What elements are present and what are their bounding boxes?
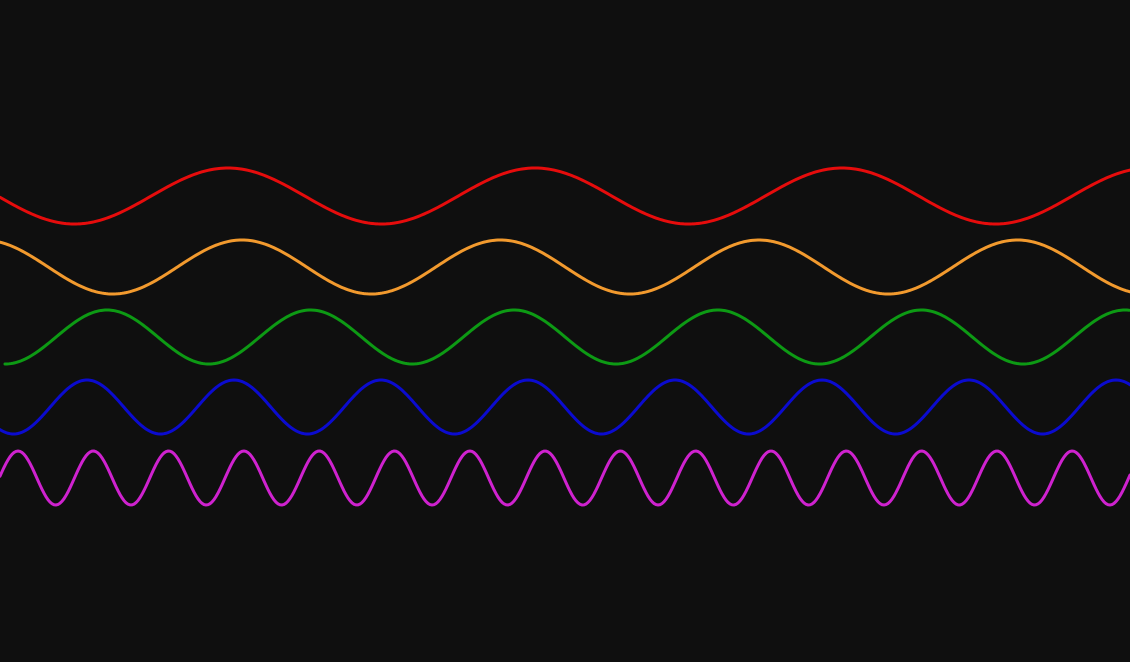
wave bbox=[0, 378, 1130, 436]
wave bbox=[0, 449, 1130, 507]
wave bbox=[0, 166, 1130, 226]
wave bbox=[3, 308, 1130, 366]
wave bbox=[0, 238, 1130, 296]
